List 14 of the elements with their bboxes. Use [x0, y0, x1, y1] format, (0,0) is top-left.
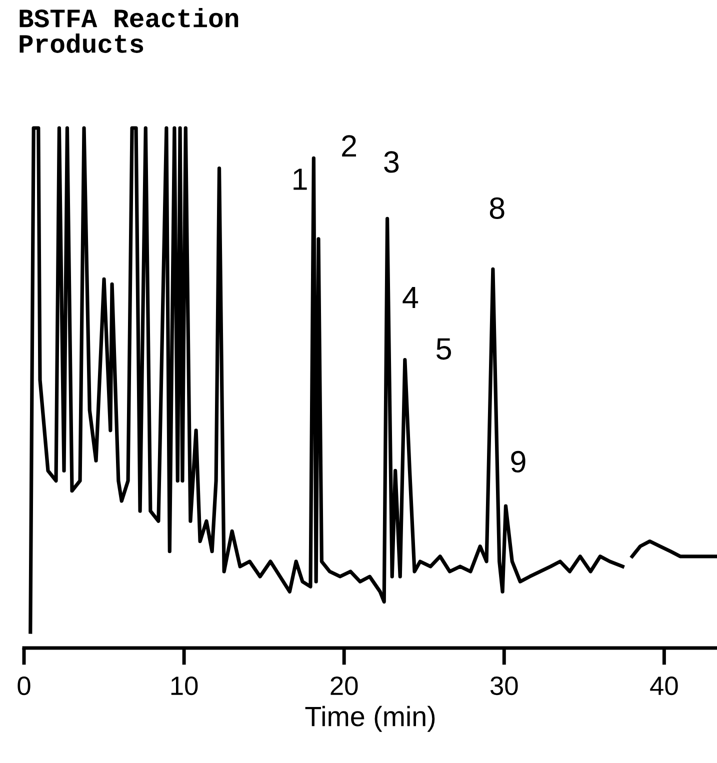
annotation: 5 — [436, 338, 452, 360]
annotation: 3 — [384, 151, 399, 173]
annotation: 1 — [294, 168, 307, 190]
x-tick-label: 10 — [171, 676, 198, 696]
annotation: 4 — [402, 287, 418, 308]
x-tick-label: 20 — [330, 676, 358, 696]
x-tick-label: 0 — [18, 676, 30, 696]
annotation: 9 — [511, 450, 526, 473]
chart-title: BSTFA Reaction Products — [20, 8, 238, 53]
x-tick-label: 30 — [490, 676, 518, 696]
annotation: 2 — [342, 135, 356, 157]
x-tick-label: 40 — [650, 676, 678, 696]
x-axis-title: Time (min) — [305, 706, 435, 732]
annotation: 8 — [490, 197, 504, 219]
